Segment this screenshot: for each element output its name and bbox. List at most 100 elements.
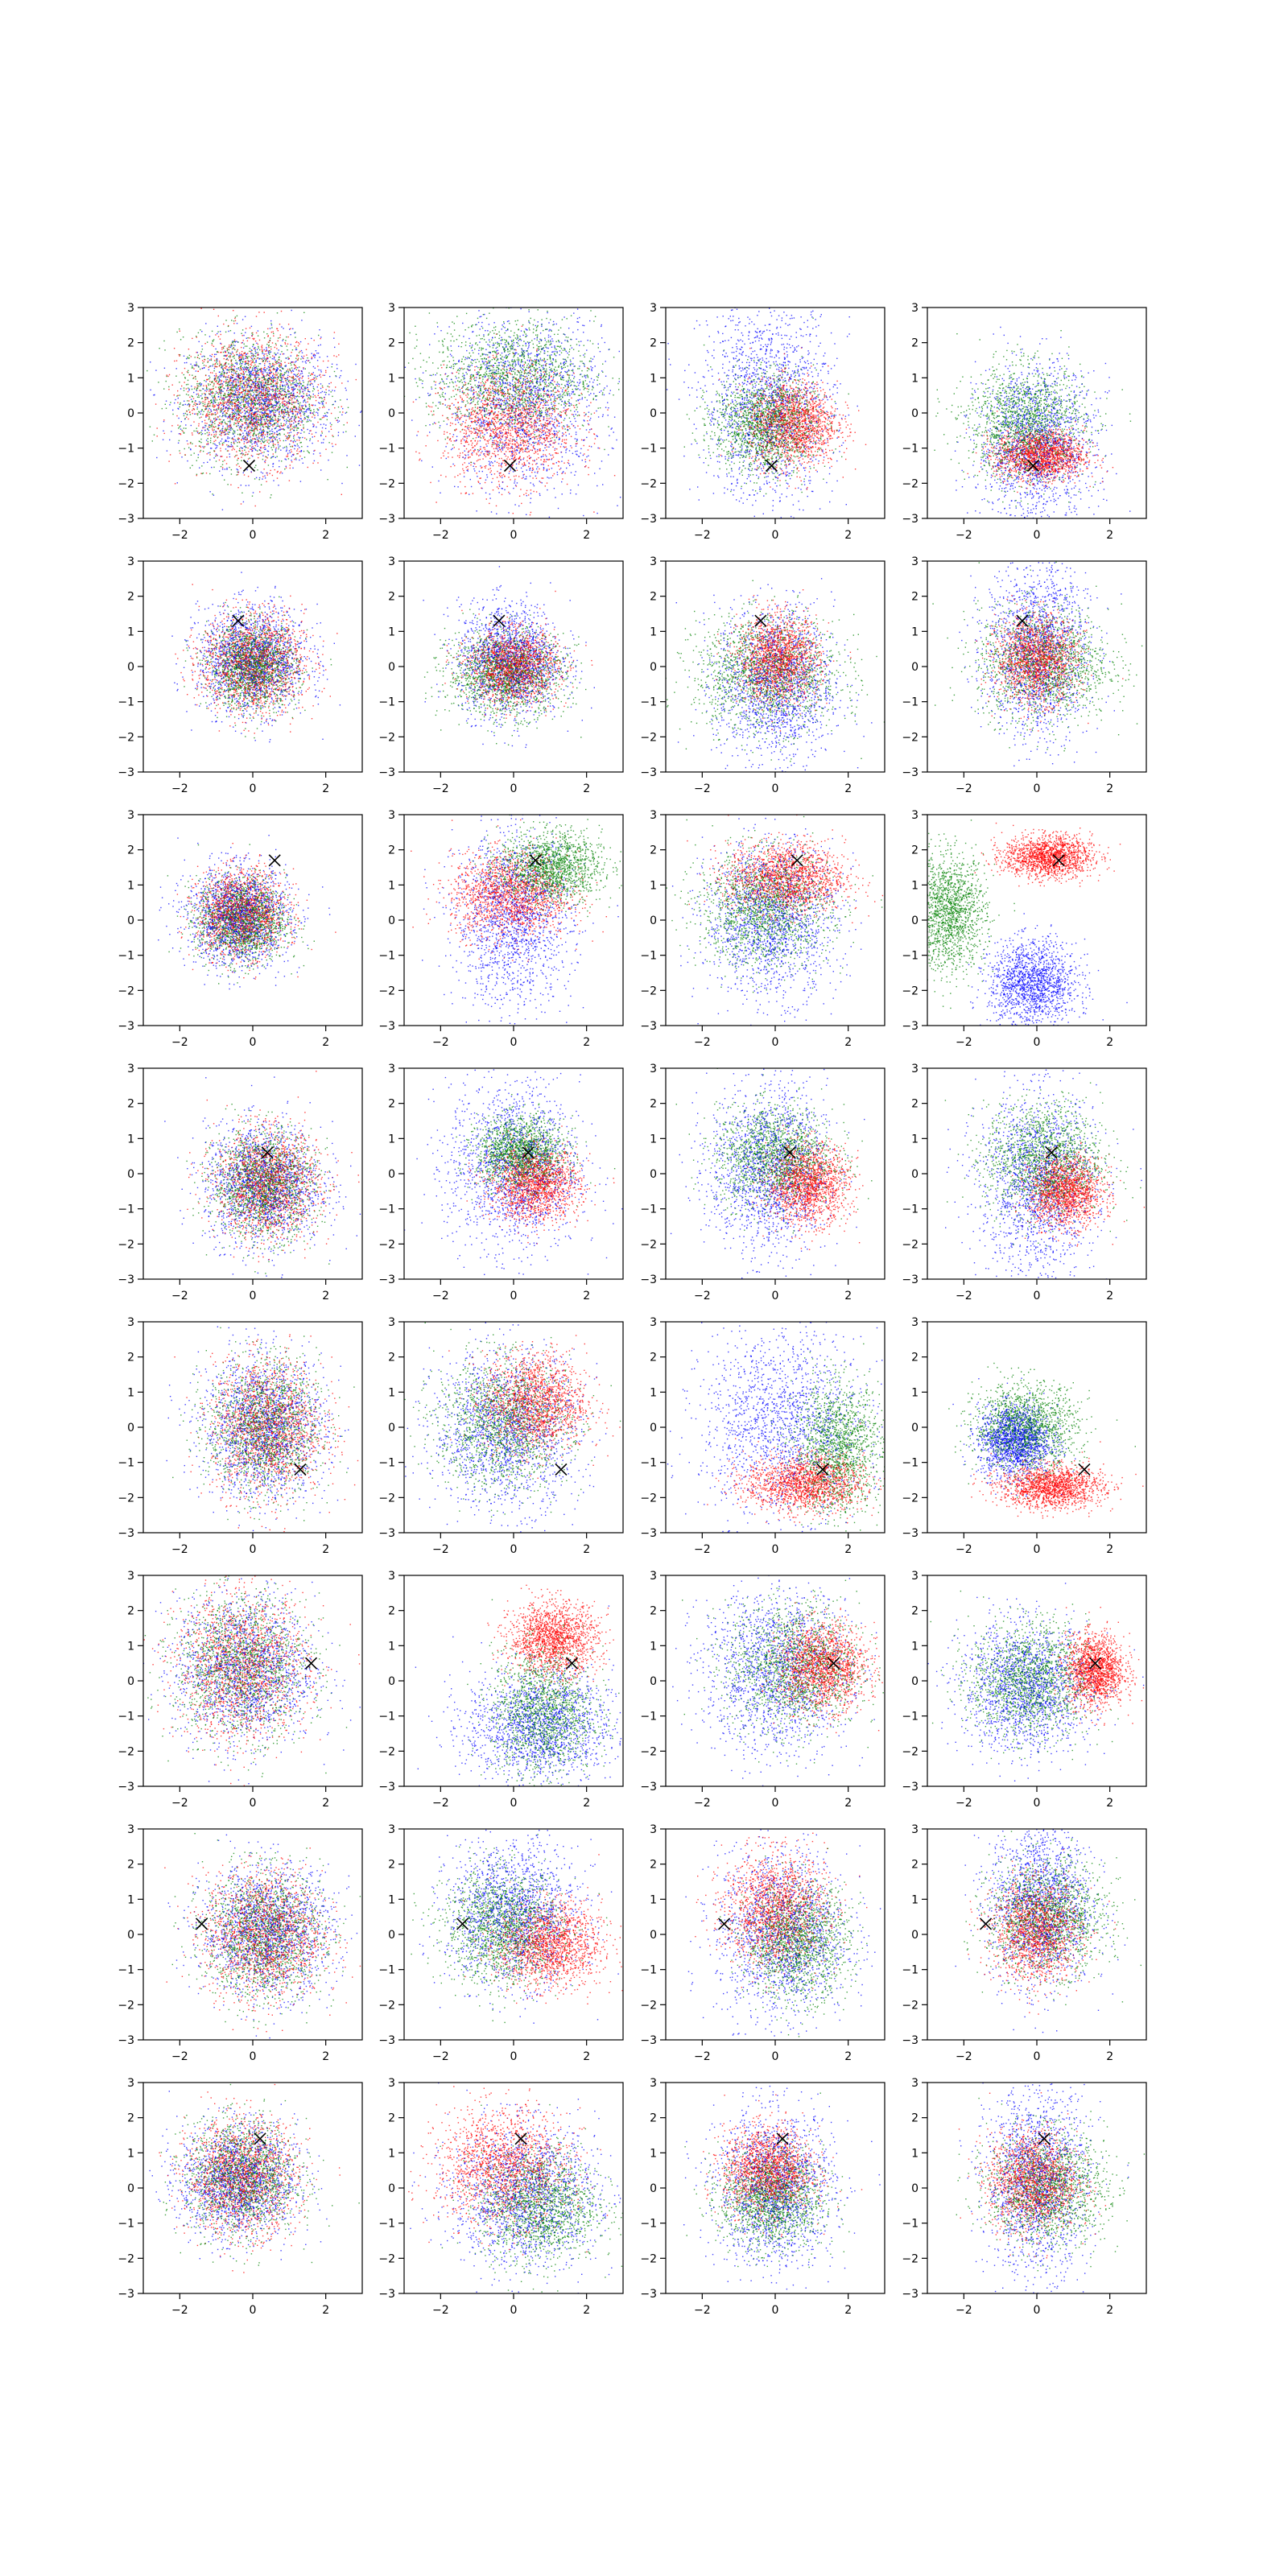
point-green [287, 420, 288, 421]
point-green [512, 416, 513, 417]
point-red [275, 383, 276, 384]
point-green [239, 450, 240, 451]
point-blue [254, 441, 255, 442]
point-green [261, 424, 262, 425]
point-blue [247, 387, 248, 388]
point-red [224, 430, 225, 431]
point-blue [200, 395, 201, 396]
point-green [238, 367, 239, 368]
point-blue [280, 345, 281, 346]
point-blue [281, 381, 282, 382]
point-blue [187, 404, 188, 405]
point-red [232, 412, 233, 413]
point-red [213, 384, 214, 385]
point-red [234, 355, 235, 356]
point-green [331, 391, 332, 392]
point-red [532, 477, 533, 478]
point-green [259, 425, 260, 426]
point-red [290, 440, 291, 441]
point-blue [279, 363, 280, 364]
point-green [242, 389, 243, 390]
point-blue [272, 421, 273, 422]
point-blue [186, 362, 187, 363]
point-blue [343, 431, 344, 432]
point-green [203, 411, 204, 412]
point-red [217, 416, 218, 417]
point-red [273, 408, 274, 409]
point-blue [264, 403, 265, 404]
point-green [263, 431, 264, 432]
point-blue [328, 390, 329, 391]
point-blue [251, 374, 252, 375]
point-blue [227, 388, 228, 389]
point-blue [284, 409, 285, 410]
point-red [223, 432, 224, 433]
point-blue [259, 392, 260, 393]
point-green [251, 394, 252, 395]
point-green [231, 469, 232, 470]
point-blue [237, 379, 238, 380]
point-blue [248, 405, 249, 406]
point-blue [553, 321, 554, 322]
point-blue [277, 367, 278, 368]
point-green [345, 431, 346, 432]
point-blue [215, 412, 216, 413]
point-green [213, 370, 214, 371]
point-green [234, 432, 235, 433]
point-red [199, 404, 200, 405]
point-green [299, 402, 300, 403]
point-red [356, 379, 357, 380]
point-red [266, 374, 267, 375]
point-red [322, 387, 323, 388]
point-green [258, 348, 259, 349]
point-green [300, 442, 301, 443]
point-green [472, 324, 473, 325]
point-red [224, 403, 225, 404]
point-blue [242, 367, 243, 368]
point-green [266, 355, 267, 356]
point-red [555, 418, 556, 419]
point-red [204, 420, 205, 421]
point-red [248, 476, 249, 477]
point-blue [229, 385, 230, 386]
point-green [237, 341, 238, 342]
point-green [240, 420, 241, 421]
point-blue [302, 437, 303, 438]
point-red [257, 420, 258, 421]
point-blue [253, 420, 254, 421]
point-blue [318, 402, 319, 403]
point-blue [227, 369, 228, 370]
point-green [220, 411, 221, 412]
point-green [429, 312, 430, 313]
point-blue [314, 381, 315, 382]
point-blue [308, 433, 309, 434]
point-red [305, 338, 306, 339]
point-blue [187, 460, 188, 461]
point-green [274, 415, 275, 416]
point-red [515, 452, 516, 453]
point-blue [274, 357, 275, 358]
point-blue [301, 387, 302, 388]
point-green [207, 362, 208, 363]
point-green [237, 439, 238, 440]
point-red [502, 447, 503, 448]
point-blue [282, 378, 283, 379]
point-blue [239, 392, 240, 393]
point-red [265, 462, 266, 463]
point-blue [502, 449, 503, 450]
point-red [292, 446, 293, 447]
point-red [252, 419, 253, 420]
point-blue [208, 408, 209, 409]
point-green [213, 395, 214, 396]
point-green [181, 430, 182, 431]
point-green [152, 440, 153, 441]
point-green [202, 414, 203, 415]
point-red [291, 399, 292, 400]
point-green [247, 360, 248, 361]
point-blue [232, 403, 233, 404]
point-red [200, 353, 201, 354]
point-green [237, 430, 238, 431]
point-red [215, 363, 216, 364]
point-blue [559, 354, 560, 355]
point-red [279, 396, 280, 397]
